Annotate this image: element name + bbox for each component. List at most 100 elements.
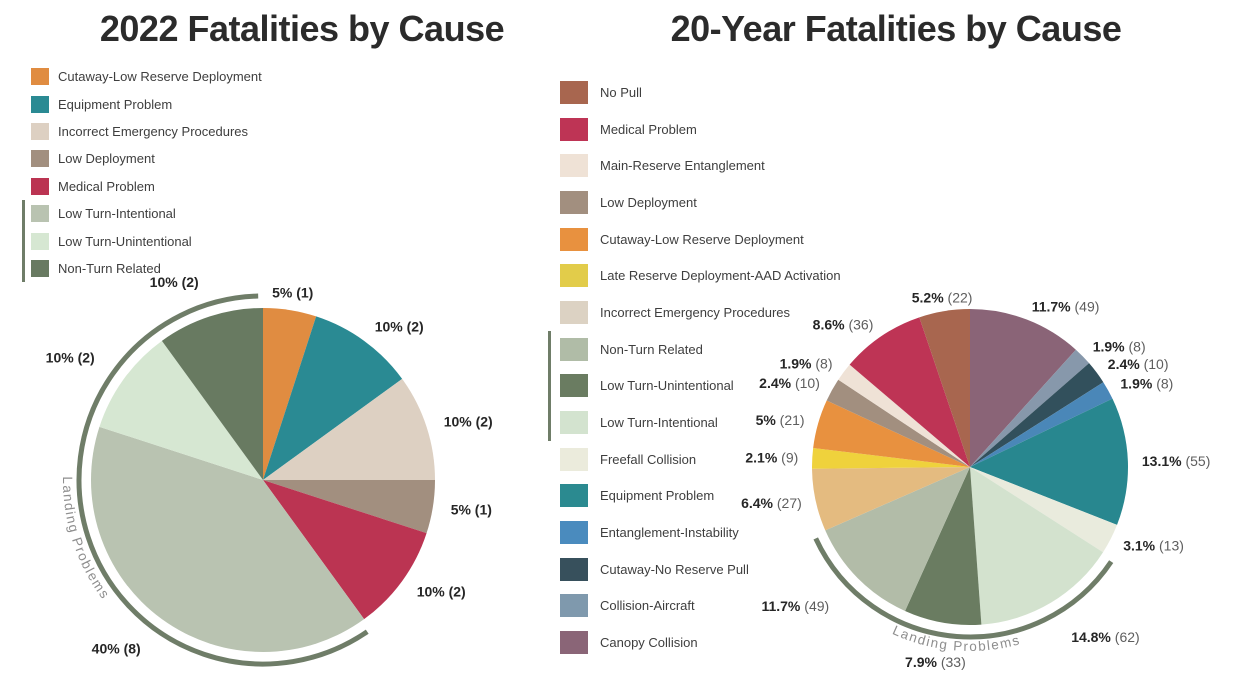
landing-problems-arc — [813, 537, 1114, 640]
slice-label-cutaway-low-reserve-deployment: 5% (21) — [756, 412, 805, 428]
legend-swatch — [560, 300, 588, 324]
legend-item-non-turn-related: Non-Turn Related — [22, 254, 262, 283]
slice-label-main-reserve-entanglement: 1.9% (8) — [780, 356, 833, 372]
legend-label: Cutaway-No Reserve Pull — [600, 561, 749, 577]
pie-slice-low-turn-intentional — [91, 426, 365, 652]
legend-item-low-deployment: Low Deployment — [22, 145, 262, 172]
legend-swatch — [31, 205, 49, 223]
slice-label-incorrect-emergency-procedures: 10% (2) — [444, 413, 493, 429]
legend-swatch — [31, 122, 49, 140]
legend-item-equipment-problem: Equipment Problem — [548, 478, 841, 515]
legend-item-medical-problem: Medical Problem — [548, 111, 841, 148]
legend-item-low-turn-unintentional: Low Turn-Unintentional — [548, 367, 841, 405]
legend-swatch — [560, 264, 588, 288]
slice-label-late-reserve-deployment-aad-activation: 2.1% (9) — [745, 450, 798, 466]
pie-slice-equipment-problem — [970, 398, 1129, 525]
legend-label: Canopy Collision — [600, 635, 698, 651]
legend-swatch — [560, 411, 588, 435]
legend-item-collision-aircraft: Collision-Aircraft — [548, 588, 841, 625]
slice-label-low-turn-unintentional: 7.9% (33) — [905, 654, 966, 670]
legend-swatch — [560, 227, 588, 251]
legend-label: Cutaway-Low Reserve Deployment — [600, 231, 804, 247]
legend-label: Collision-Aircraft — [600, 598, 695, 614]
legend-swatch — [560, 190, 588, 214]
legend-item-low-turn-intentional: Low Turn-Intentional — [548, 404, 841, 441]
legend-label: Medical Problem — [58, 178, 155, 194]
landing-problems-arc — [76, 293, 369, 667]
pie-slice-late-reserve-deployment-aad-activation — [812, 447, 970, 469]
legend-item-equipment-problem: Equipment Problem — [22, 90, 262, 117]
pie-slice-cutaway-low-reserve-deployment — [813, 400, 970, 467]
legend-item-freefall-collision: Freefall Collision — [548, 441, 841, 478]
pie-slice-low-turn-unintentional — [905, 467, 982, 626]
legend-item-cutaway-low-reserve-deployment: Cutaway-Low Reserve Deployment — [548, 221, 841, 258]
legend-label: Low Turn-Intentional — [58, 206, 176, 222]
slice-label-medical-problem: 10% (2) — [417, 584, 466, 600]
legend-2022: Cutaway-Low Reserve Deployment Equipment … — [22, 63, 262, 283]
legend-swatch — [31, 232, 49, 250]
pie-slice-non-turn-related — [825, 467, 970, 612]
slice-label-incorrect-emergency-procedures: 6.4% (27) — [741, 495, 802, 511]
slice-label-equipment-problem: 13.1% (55) — [1142, 453, 1211, 469]
legend-label: Medical Problem — [600, 121, 697, 137]
legend-label: Low Deployment — [600, 194, 697, 210]
pie-slice-main-reserve-entanglement — [838, 364, 970, 467]
legend-swatch — [560, 594, 588, 618]
legend-item-cutaway-no-reserve-pull: Cutaway-No Reserve Pull — [548, 551, 841, 588]
legend-label: Low Turn-Unintentional — [600, 378, 734, 394]
legend-label: Low Deployment — [58, 151, 155, 167]
legend-swatch — [560, 557, 588, 581]
slice-label-canopy-collision: 11.7% (49) — [1032, 299, 1100, 315]
legend-swatch — [560, 117, 588, 141]
slice-label-low-turn-intentional: 14.8% (62) — [1071, 629, 1140, 645]
legend-swatch — [560, 154, 588, 178]
slice-label-low-deployment: 5% (1) — [451, 502, 492, 518]
slice-label-cutaway-low-reserve-deployment: 5% (1) — [272, 284, 313, 300]
pie-slice-low-turn-intentional — [970, 467, 1104, 625]
legend-label: Incorrect Emergency Procedures — [600, 304, 791, 320]
legend-item-main-reserve-entanglement: Main-Reserve Entanglement — [548, 147, 841, 184]
pie-slice-cutaway-no-reserve-pull — [970, 363, 1104, 467]
pie-chart-20-year: 11.7% (49) 1.9% (8) 2.4% (10) 1.9% (8) 13.1%… — [741, 289, 1211, 670]
slice-label-equipment-problem: 10% (2) — [375, 318, 424, 334]
slice-label-low-turn-intentional: 40% (8) — [92, 640, 141, 656]
legend-item-low-turn-unintentional: Low Turn-Unintentional — [22, 227, 262, 256]
legend-label: Non-Turn Related — [600, 341, 703, 357]
legend-label: Incorrect Emergency Procedures — [58, 123, 249, 139]
legend-label: Main-Reserve Entanglement — [600, 158, 765, 174]
legend-item-cutaway-low-reserve-deployment: Cutaway-Low Reserve Deployment — [22, 63, 262, 90]
pie-slice-cutaway-low-reserve-deployment — [263, 308, 317, 480]
slice-label-entanglement-instability: 1.9% (8) — [1120, 376, 1173, 392]
pie-slice-medical-problem — [263, 480, 427, 620]
legend-swatch — [31, 150, 49, 168]
legend-swatch — [560, 80, 588, 104]
legend-item-canopy-collision: Canopy Collision — [548, 624, 841, 661]
slice-label-freefall-collision: 3.1% (13) — [1123, 537, 1184, 553]
legend-label: Freefall Collision — [600, 451, 697, 467]
pie-slice-freefall-collision — [970, 467, 1118, 553]
pie-chart-2022: 5% (1) 10% (2) 10% (2) 5% (1) 10% (2) 40% (8)… — [46, 274, 493, 667]
slice-label-medical-problem: 8.6% (36) — [813, 317, 874, 333]
legend-swatch — [560, 484, 588, 508]
legend-20-year: No Pull Medical Problem Main-Reserve Entan… — [548, 74, 841, 661]
legend-label: Equipment Problem — [58, 96, 173, 112]
legend-swatch — [560, 521, 588, 545]
legend-item-low-turn-intentional: Low Turn-Intentional — [22, 199, 262, 228]
legend-label: Cutaway-Low Reserve Deployment — [58, 69, 262, 85]
legend-label: Late Reserve Deployment-AAD Activation — [600, 268, 841, 284]
slice-label-no-pull: 5.2% (22) — [912, 289, 973, 305]
pie-slice-canopy-collision — [970, 309, 1076, 467]
pie-slice-collision-aircraft — [970, 349, 1090, 467]
pie-slice-entanglement-instability — [970, 382, 1113, 467]
legend-label: Low Turn-Unintentional — [58, 233, 192, 249]
legend-label: Non-Turn Related — [58, 260, 161, 276]
pie-slice-incorrect-emergency-procedures — [812, 467, 970, 531]
legend-swatch — [560, 374, 588, 398]
legend-label: Entanglement-Instability — [600, 525, 739, 541]
chart-title-2022: 2022 Fatalities by Cause — [99, 8, 505, 49]
legend-item-late-reserve-deployment-aad-activation: Late Reserve Deployment-AAD Activation — [548, 257, 841, 294]
pie-slice-low-deployment — [263, 480, 435, 534]
pie-slice-medical-problem — [849, 317, 970, 467]
legend-item-low-deployment: Low Deployment — [548, 184, 841, 221]
